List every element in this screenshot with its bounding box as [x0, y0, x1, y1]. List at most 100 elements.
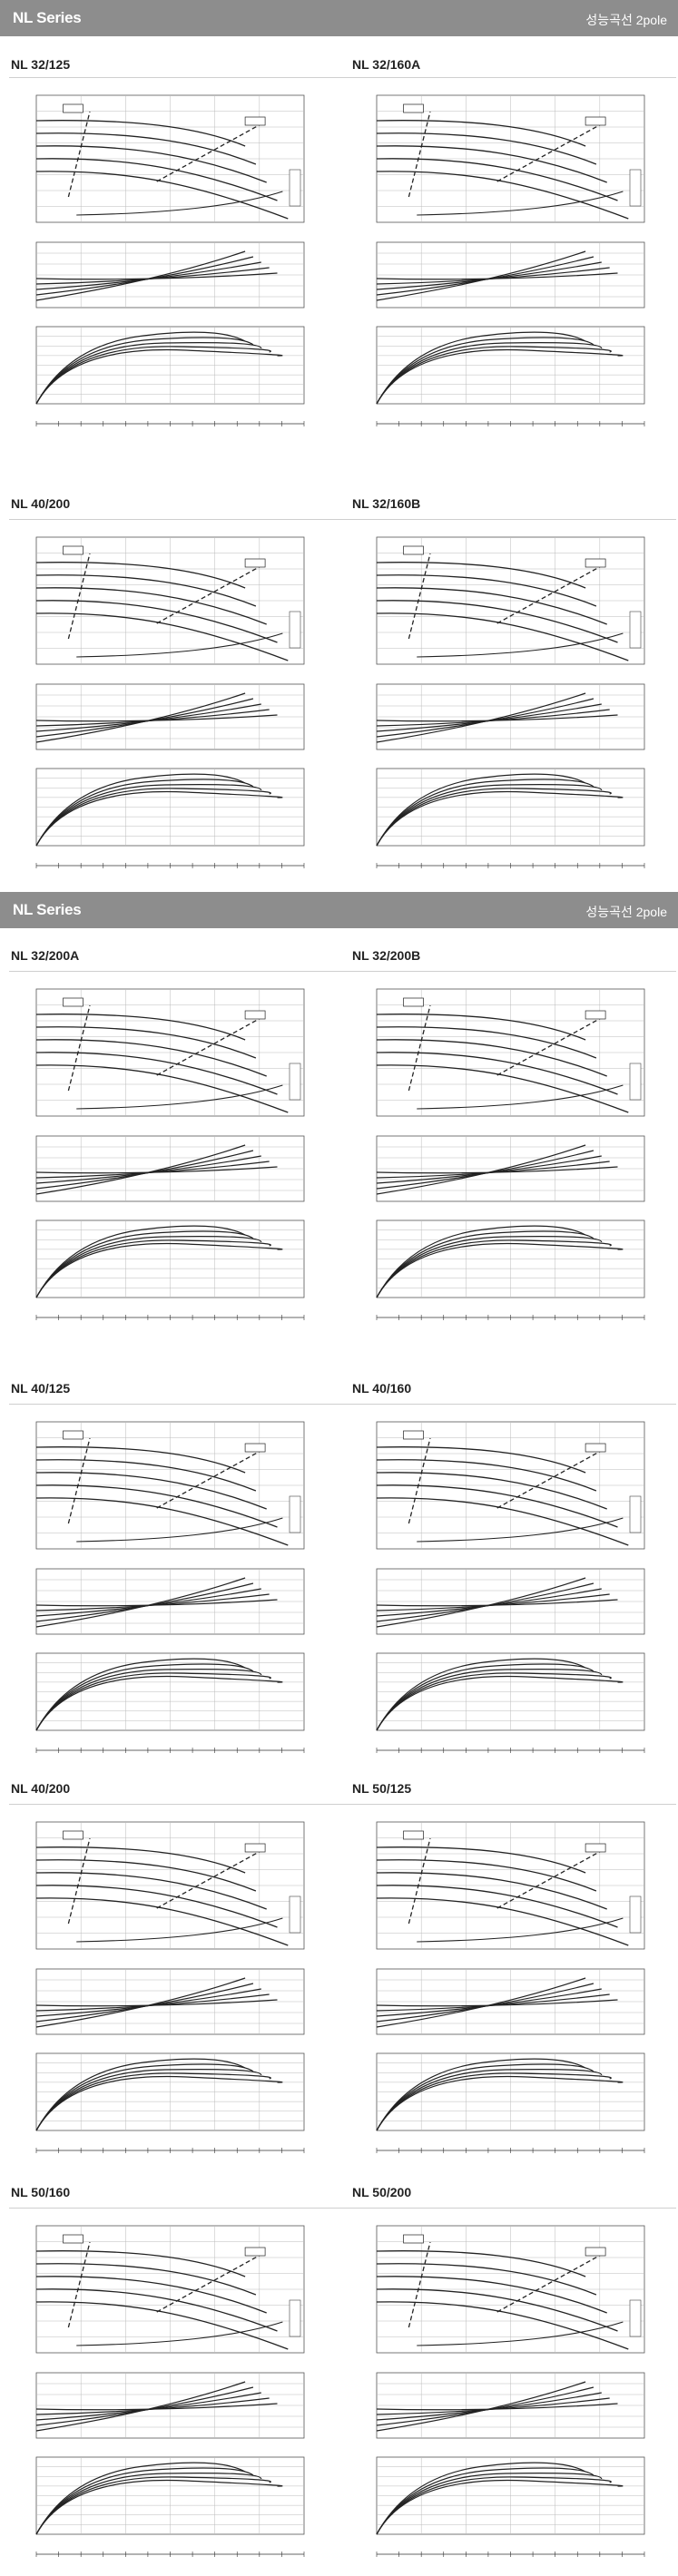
power-curve: [376, 1999, 618, 2007]
npsh-axis-tag: [289, 1495, 301, 1533]
head-curve: [376, 2301, 629, 2350]
curve-tag-box: [244, 2247, 266, 2257]
efficiency-curve: [35, 331, 246, 405]
head-curve: [35, 1064, 289, 1113]
efficiency-limit-line: [156, 563, 265, 624]
head-curve: [35, 1859, 257, 1892]
head-curve: [376, 1897, 629, 1946]
curve-tag-box: [244, 1843, 266, 1853]
model-title: NL 32/160A: [352, 57, 421, 72]
npsh-curve: [76, 1917, 283, 1943]
head-curve: [35, 1446, 246, 1474]
power-curve: [35, 1999, 278, 2007]
efficiency-curve: [35, 2462, 246, 2535]
curve-tag-box: [585, 558, 606, 568]
efficiency-curve: [35, 2479, 283, 2535]
npsh-axis-tag: [629, 611, 642, 649]
efficiency-curve: [35, 1675, 283, 1731]
efficiency-curve: [376, 337, 594, 405]
performance-curve-figure: [35, 1421, 305, 1753]
head-curve: [35, 120, 246, 147]
head-curve: [35, 600, 278, 643]
performance-curve-figure: [376, 1821, 645, 2153]
npsh-curve: [76, 2321, 283, 2346]
efficiency-limit-line: [156, 1015, 265, 1076]
head-curve: [35, 2276, 267, 2314]
efficiency-limit-line: [408, 553, 431, 640]
curve-type-label: 성능곡선 2pole: [585, 13, 667, 27]
head-curve: [376, 1846, 586, 1874]
head-curve: [376, 1459, 597, 1492]
efficiency-curve: [376, 2075, 624, 2131]
efficiency-curve: [376, 788, 612, 847]
curve-tag-box: [585, 1443, 606, 1453]
head-curve: [376, 1052, 618, 1095]
series-banner: NL Series 성능곡선 2pole: [0, 892, 678, 928]
npsh-curve: [417, 2321, 624, 2346]
npsh-axis-tag: [629, 1895, 642, 1934]
head-curve: [35, 2288, 278, 2332]
efficiency-curve: [376, 2476, 612, 2535]
head-curve: [35, 2301, 289, 2350]
npsh-curve: [417, 1517, 624, 1543]
efficiency-curve: [35, 2473, 262, 2535]
efficiency-curve: [376, 790, 624, 847]
curve-tag-box: [585, 116, 606, 126]
efficiency-curve: [35, 788, 271, 847]
npsh-curve: [417, 1917, 624, 1943]
performance-curve-figure: [376, 94, 645, 426]
efficiency-curve: [35, 1230, 254, 1298]
efficiency-curve: [35, 1225, 246, 1298]
efficiency-limit-line: [496, 1848, 605, 1909]
efficiency-curve: [376, 2462, 586, 2535]
efficiency-curve: [376, 1658, 586, 1731]
efficiency-curve: [35, 337, 254, 405]
performance-curve-figure: [35, 2225, 305, 2557]
efficiency-limit-line: [67, 111, 91, 198]
head-curve: [35, 1039, 267, 1077]
efficiency-curve: [35, 342, 262, 405]
efficiency-curve: [376, 346, 612, 405]
head-curve: [35, 1052, 278, 1095]
divider: [9, 77, 676, 78]
power-curve: [35, 1599, 278, 1607]
efficiency-curve: [376, 1672, 612, 1731]
model-title: NL 40/200: [11, 1781, 71, 1796]
efficiency-curve: [376, 1236, 603, 1298]
efficiency-curve: [35, 1672, 271, 1731]
model-title: NL 32/160B: [352, 496, 421, 511]
head-curve: [35, 1497, 289, 1546]
head-curve: [35, 1897, 289, 1946]
efficiency-limit-line: [67, 553, 91, 640]
divider: [9, 519, 676, 520]
efficiency-curve: [35, 779, 254, 847]
head-curve: [35, 1484, 278, 1528]
performance-curve-figure: [35, 94, 305, 426]
efficiency-curve: [35, 2069, 262, 2131]
curve-tag-box: [63, 997, 84, 1007]
efficiency-limit-line: [67, 1437, 91, 1524]
efficiency-curve: [35, 784, 262, 847]
npsh-axis-tag: [629, 1063, 642, 1101]
npsh-axis-tag: [289, 169, 301, 207]
head-curve: [35, 158, 278, 201]
head-curve: [376, 1484, 618, 1528]
efficiency-limit-line: [156, 2252, 265, 2313]
npsh-curve: [417, 632, 624, 658]
performance-curve-figure: [35, 536, 305, 868]
efficiency-limit-line: [67, 1837, 91, 1925]
model-title: NL 32/200B: [352, 948, 421, 963]
efficiency-curve: [376, 1669, 603, 1731]
efficiency-limit-line: [156, 122, 265, 182]
efficiency-curve: [376, 1663, 594, 1731]
efficiency-limit-line: [496, 2252, 605, 2313]
curve-tag-box: [63, 545, 84, 555]
npsh-axis-tag: [289, 2299, 301, 2337]
efficiency-curve: [35, 2476, 271, 2535]
head-curve: [35, 1014, 246, 1041]
npsh-curve: [76, 1517, 283, 1543]
head-curve: [35, 171, 289, 220]
head-curve: [35, 1459, 257, 1492]
head-curve: [376, 1039, 607, 1077]
npsh-axis-tag: [629, 1495, 642, 1533]
